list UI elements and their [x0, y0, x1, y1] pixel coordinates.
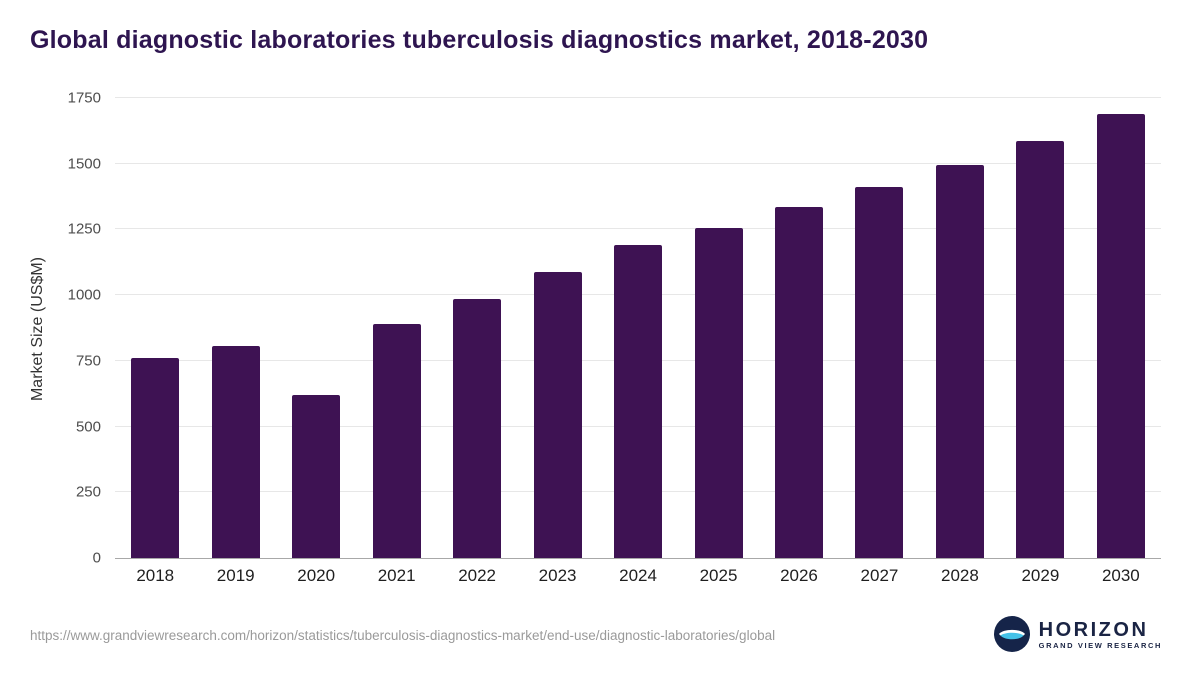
bar-2025	[694, 228, 743, 558]
y-tick-label: 250	[75, 483, 101, 501]
y-axis-label: Market Size (US$M)	[29, 256, 46, 402]
bar-2020	[292, 395, 341, 558]
y-tick-label: 500	[75, 418, 101, 436]
x-tick-label: 2022	[458, 566, 497, 585]
bar-slot	[1081, 98, 1161, 558]
bar-2024	[614, 245, 663, 558]
x-tick-label: 2023	[538, 566, 577, 585]
chart-title: Global diagnostic laboratories tuberculo…	[30, 26, 929, 54]
horizon-logo-icon	[993, 616, 1030, 652]
bar-2018	[131, 358, 180, 558]
y-tick-label: 1500	[67, 155, 101, 173]
source-url: https://www.grandviewresearch.com/horizo…	[30, 628, 776, 643]
x-tick-label: 2018	[136, 566, 175, 585]
bar-slot	[437, 98, 517, 558]
x-axis-labels: 2018 2019 2020 2021 2022 2023 2024 2025 2026 2027…	[115, 566, 1161, 586]
bar-slot	[1000, 98, 1080, 558]
x-tick-label: 2030	[1101, 566, 1140, 585]
bar-2021	[372, 324, 421, 558]
bar-slot	[598, 98, 678, 558]
bar-slot	[276, 98, 356, 558]
y-tick-label: 0	[92, 549, 101, 567]
gridline	[115, 162, 1161, 164]
bar-2030	[1096, 113, 1145, 558]
bar-2023	[533, 271, 582, 558]
bars-container	[115, 98, 1161, 558]
bar-2028	[935, 165, 984, 558]
bar-slot	[678, 98, 758, 558]
logo-brand: HORIZON	[1038, 618, 1149, 641]
plot-area: 0 250 500 750 1000 1250 1500 1750	[68, 90, 1161, 567]
bar-2027	[855, 187, 904, 558]
x-tick-label: 2028	[941, 566, 979, 585]
bar-slot	[115, 98, 195, 558]
brand-logo: HORIZON GRAND VIEW RESEARCH	[993, 616, 1162, 652]
gridline	[115, 228, 1161, 230]
y-tick-label: 1750	[67, 89, 101, 107]
bar-slot	[759, 98, 839, 558]
y-tick-label: 1000	[67, 286, 101, 304]
x-tick-label: 2026	[780, 566, 818, 585]
logo-text: HORIZON GRAND VIEW RESEARCH	[1039, 619, 1162, 650]
y-tick-label: 1250	[67, 220, 101, 238]
bar-slot	[839, 98, 919, 558]
bar-slot	[195, 98, 275, 558]
bar-2022	[453, 299, 502, 558]
bar-2029	[1016, 141, 1065, 558]
gridline	[115, 97, 1161, 98]
bar-slot	[356, 98, 436, 558]
x-tick-label: 2025	[699, 566, 738, 585]
logo-tagline: GRAND VIEW RESEARCH	[1038, 640, 1162, 650]
bar-slot	[920, 98, 1000, 558]
x-tick-label: 2021	[377, 566, 416, 585]
bar-slot	[517, 98, 597, 558]
y-tick-label: 750	[75, 352, 101, 370]
x-tick-label: 2024	[619, 566, 657, 585]
bar-2026	[774, 207, 823, 558]
x-tick-label: 2027	[860, 566, 899, 585]
x-tick-label: 2029	[1021, 566, 1060, 585]
x-tick-label: 2019	[216, 566, 255, 585]
bar-2019	[211, 346, 260, 558]
x-tick-label: 2020	[297, 566, 336, 585]
